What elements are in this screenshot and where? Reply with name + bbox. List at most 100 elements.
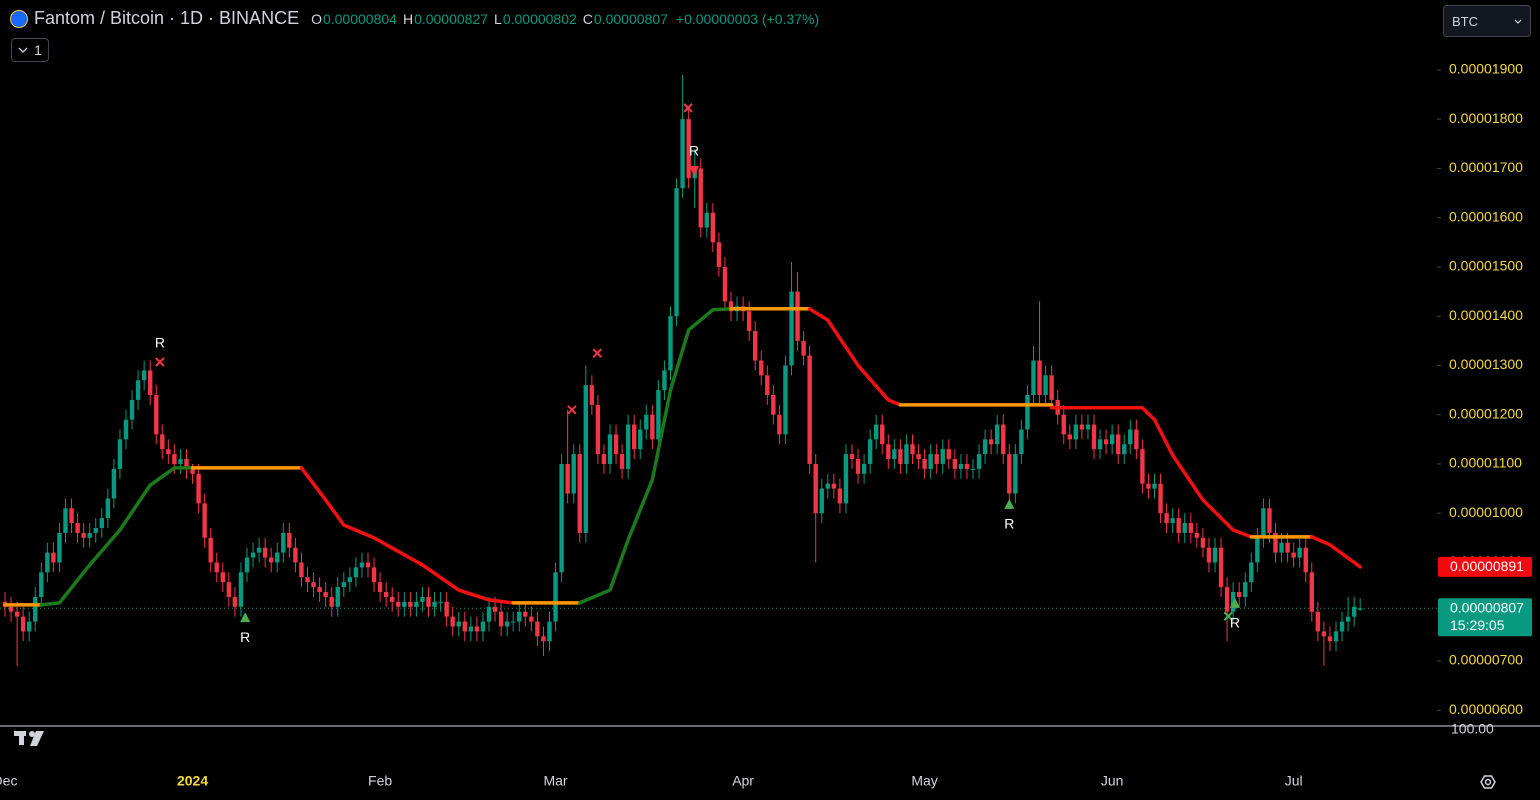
y-tick-label: 0.00001700 <box>1449 159 1523 175</box>
candle-body <box>172 454 177 464</box>
candle-body <box>281 532 286 553</box>
candle-body <box>1097 439 1103 450</box>
candle-body <box>1122 444 1127 455</box>
candle-body <box>1309 572 1314 612</box>
candle-body <box>529 616 534 622</box>
candle-body <box>898 449 903 464</box>
candle-body <box>1279 542 1284 553</box>
candle-body <box>1273 532 1278 553</box>
legend-header: Fantom / Bitcoin · 1D · BINANCE O 0.0000… <box>10 8 819 29</box>
candle-body <box>305 577 310 583</box>
candle-body <box>160 434 165 450</box>
signal-label: R <box>1004 516 1014 532</box>
candle-body <box>408 601 413 607</box>
candle-body <box>396 601 401 607</box>
candle-body <box>1224 587 1230 612</box>
y-tick-label: 0.00001600 <box>1449 208 1523 224</box>
signal-cross <box>592 348 603 358</box>
x-tick-label: Jul <box>1285 773 1303 789</box>
candle-body <box>1079 424 1085 430</box>
candle-body <box>123 419 129 440</box>
candle-body <box>93 527 98 533</box>
x-tick-label: Mar <box>543 773 567 789</box>
candle-body <box>916 454 921 460</box>
pane-toggle[interactable]: 1 <box>11 38 49 62</box>
candle-body <box>753 330 758 361</box>
currency-select[interactable]: BTC <box>1443 5 1531 37</box>
candle-body <box>656 390 661 440</box>
candle-body <box>250 552 256 558</box>
candle-body <box>571 454 576 494</box>
candle-body <box>1194 532 1200 538</box>
signal-label: R <box>689 143 699 159</box>
candle-body <box>1152 483 1157 489</box>
candle-body <box>1140 449 1145 484</box>
candle-body <box>940 449 945 464</box>
pane-count: 1 <box>34 42 42 58</box>
candle-body <box>1061 414 1066 435</box>
tv-logo <box>14 731 44 746</box>
candle-body <box>57 532 62 563</box>
candle-body <box>311 582 316 588</box>
candle-body <box>874 424 879 440</box>
candle-body <box>1297 547 1302 558</box>
price-tag <box>1438 598 1532 637</box>
candle-body <box>474 626 480 632</box>
candle-body <box>1261 508 1266 538</box>
change-value: +0.00000003 (+0.37%) <box>675 10 820 27</box>
chevron <box>18 47 28 53</box>
candle-body <box>849 454 855 460</box>
candle-body <box>547 621 552 642</box>
candle-body <box>904 444 909 464</box>
candle-body <box>238 572 244 607</box>
candle-body <box>117 439 123 469</box>
candle-body <box>837 488 843 504</box>
candle-body <box>644 414 649 430</box>
candle-body <box>341 582 346 588</box>
x-tick-label: 2024 <box>177 773 208 789</box>
candle-body <box>710 212 716 243</box>
candle-body <box>886 444 891 460</box>
candle-body <box>1128 429 1133 445</box>
candle-body <box>51 552 56 563</box>
candle-body <box>135 380 141 400</box>
cross-stroke <box>592 348 603 358</box>
candle-body <box>371 567 377 583</box>
candle-body <box>359 562 365 568</box>
high-label: H <box>402 10 414 27</box>
price-tag-timer: 15:29:05 <box>1450 617 1505 633</box>
candle-body <box>196 473 201 504</box>
signal-down <box>689 165 700 176</box>
candle-body <box>517 611 522 622</box>
lower-pane-label: 100.00 <box>1451 721 1494 737</box>
candle-body <box>668 316 673 371</box>
candle-body <box>504 621 510 627</box>
candle-body <box>8 606 14 612</box>
candle-body <box>184 459 189 469</box>
candle-body <box>777 414 782 435</box>
y-tick-label: 0.00000600 <box>1449 701 1523 717</box>
candle-body <box>27 621 32 632</box>
candle-body <box>995 424 1000 445</box>
candle-body <box>1158 483 1163 514</box>
candle-body <box>1321 631 1327 637</box>
open-value: 0.00000804 <box>322 10 397 27</box>
currency-label: BTC <box>1452 13 1478 29</box>
trend-line <box>1049 406 1254 539</box>
candle-body <box>1351 606 1357 617</box>
candle-body <box>1073 424 1079 440</box>
candle-body <box>269 557 274 563</box>
close-value: 0.00000807 <box>593 10 668 27</box>
candle-body <box>988 439 994 445</box>
candle-body <box>129 399 135 420</box>
candle-body <box>964 463 970 469</box>
settings-icon[interactable] <box>1480 775 1496 789</box>
signal-cross <box>1223 611 1234 621</box>
candle-body <box>111 468 117 499</box>
candle-body <box>867 439 873 464</box>
candle-body <box>674 188 679 317</box>
signal-cross <box>683 103 693 113</box>
symbol-icon <box>10 9 28 28</box>
signal-label: R <box>1230 615 1240 631</box>
